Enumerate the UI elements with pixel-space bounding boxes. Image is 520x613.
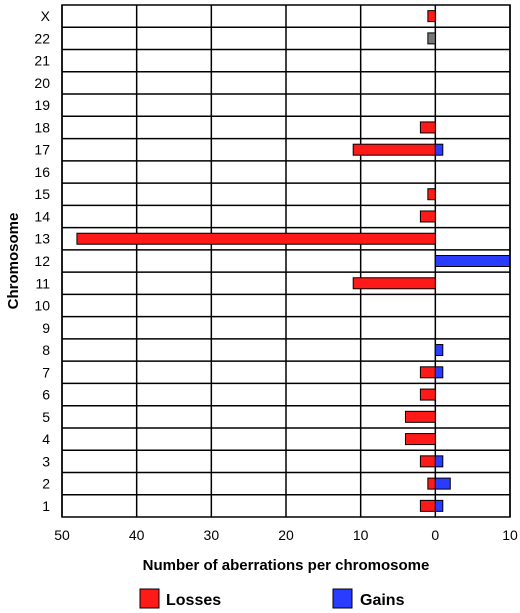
y-tick-label: 15 xyxy=(34,186,50,202)
y-tick-label: X xyxy=(41,8,51,24)
losses-bar-chr-1 xyxy=(419,499,436,512)
y-tick-label: 9 xyxy=(42,320,50,336)
x-tick-label: 0 xyxy=(431,527,439,543)
x-tick-label: 10 xyxy=(502,527,518,543)
y-tick-label: 21 xyxy=(34,53,50,69)
x-axis-title: Number of aberrations per chromosome xyxy=(143,557,430,574)
y-tick-label: 17 xyxy=(34,142,50,158)
y-tick-label: 4 xyxy=(42,431,50,447)
y-tick-label: 8 xyxy=(42,342,50,358)
losses-bar-chr-X xyxy=(427,10,436,23)
y-tick-label: 11 xyxy=(35,275,50,291)
losses-bar-chr-15 xyxy=(427,188,436,201)
y-tick-label: 2 xyxy=(42,476,50,492)
y-tick-label: 14 xyxy=(34,208,50,224)
legend-swatch-gains xyxy=(332,588,353,609)
y-tick-label: 7 xyxy=(42,364,50,380)
gains-bar-chr-12 xyxy=(434,255,511,267)
losses-bar-chr-3 xyxy=(419,455,436,468)
losses-bar-chr-6 xyxy=(419,388,436,401)
gains-bar-chr-1 xyxy=(434,499,444,512)
legend-label-gains: Gains xyxy=(360,592,405,609)
legend: Losses Gains xyxy=(139,588,405,609)
losses-bar-chr-18 xyxy=(419,121,436,134)
x-tick-label: 40 xyxy=(129,527,145,543)
gains-bar-chr-3 xyxy=(434,455,444,468)
y-tick-label: 12 xyxy=(34,253,50,269)
losses-bar-chr-11 xyxy=(352,277,436,290)
losses-bar-chr-14 xyxy=(419,210,436,223)
y-tick-label: 13 xyxy=(34,231,50,247)
gains-bar-chr-17 xyxy=(434,143,444,156)
bars xyxy=(76,10,511,512)
y-tick-label: 20 xyxy=(34,75,50,91)
gains-bar-chr-8 xyxy=(434,344,444,357)
losses-bar-chr-4 xyxy=(404,433,436,446)
y-tick-label: 18 xyxy=(34,119,50,135)
y-tick-label: 22 xyxy=(34,30,50,46)
losses-bar-chr-7 xyxy=(419,366,436,379)
y-tick-label: 3 xyxy=(42,453,50,469)
y-tick-label: 19 xyxy=(34,97,50,113)
x-tick-label: 30 xyxy=(204,527,220,543)
losses-bar-chr-17 xyxy=(352,143,436,156)
gains-bar-chr-2 xyxy=(434,477,451,490)
y-axis-title: Chromosome xyxy=(5,213,22,310)
losses-bar-chr-13 xyxy=(76,232,436,245)
y-tick-label: 6 xyxy=(42,387,50,403)
legend-swatch-losses xyxy=(139,588,160,609)
y-tick-label: 5 xyxy=(42,409,50,425)
gains-bar-chr-7 xyxy=(434,366,444,379)
x-tick-label: 20 xyxy=(278,527,294,543)
other-bar-chr-22 xyxy=(427,32,436,45)
x-tick-label: 10 xyxy=(353,527,369,543)
y-tick-label: 10 xyxy=(34,298,50,314)
legend-label-losses: Losses xyxy=(166,592,221,609)
y-tick-label: 16 xyxy=(34,164,50,180)
losses-bar-chr-5 xyxy=(404,410,436,423)
losses-bar-chr-2 xyxy=(427,477,436,490)
x-tick-label: 50 xyxy=(54,527,70,543)
x-tick-labels: 50 40 30 20 10 0 10 xyxy=(54,527,518,543)
y-tick-label: 1 xyxy=(42,498,50,514)
plot-frame xyxy=(61,4,511,518)
